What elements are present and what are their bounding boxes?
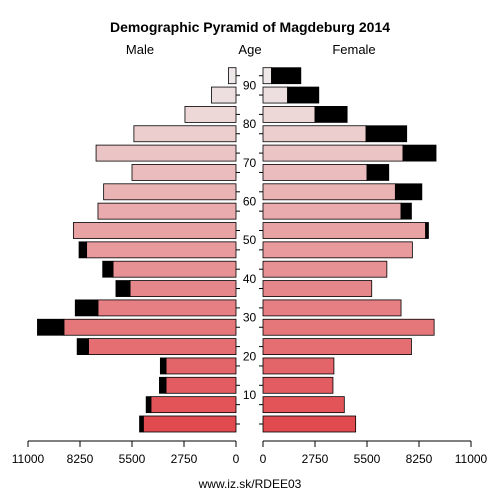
axes: 11000 8250 5500 2750 0 0 2750 5500 8250 11000 10 20… <box>12 75 488 466</box>
female-bar-30-34 <box>262 299 402 317</box>
age-tick-label: 10 <box>243 388 257 402</box>
male-bar-55-59 <box>97 202 237 220</box>
female-bar-90+ <box>262 67 272 85</box>
male-bar-15-19 <box>165 357 237 375</box>
female-bar-65-69 <box>262 164 368 181</box>
female-excess-bar-70-74 <box>402 144 437 162</box>
male-bars <box>37 67 237 433</box>
age-tick-label: 40 <box>243 272 257 286</box>
chart-title: Demographic Pyramid of Magdeburg 2014 <box>110 19 390 35</box>
female-excess-bar-90+ <box>271 67 302 85</box>
female-excess-bar-60-64 <box>394 183 423 201</box>
male-excess-bar-40-44 <box>102 260 114 278</box>
male-bar-20-24 <box>88 338 237 356</box>
female-excess-bar-50-54 <box>425 222 429 239</box>
female-x-tick-label: 8250 <box>406 452 433 466</box>
male-excess-bar-35-39 <box>115 280 131 297</box>
male-x-tick-label: 11000 <box>12 452 45 466</box>
male-excess-bar-45-49 <box>78 241 88 259</box>
male-bar-30-34 <box>97 299 237 317</box>
age-tick-label: 90 <box>243 78 257 92</box>
female-x-tick-label: 11000 <box>455 452 488 466</box>
male-bar-25-29 <box>63 318 237 336</box>
male-excess-bar-10-14 <box>159 376 167 394</box>
age-tick-label: 20 <box>243 349 257 363</box>
female-bar-80-84 <box>262 106 316 123</box>
female-bar-25-29 <box>262 318 435 336</box>
male-bar-0-4 <box>142 415 237 433</box>
male-excess-bar-20-24 <box>76 338 89 356</box>
female-excess-bar-65-69 <box>366 164 390 181</box>
female-bar-40-44 <box>262 260 388 278</box>
female-excess-bar-55-59 <box>400 202 412 220</box>
female-bar-60-64 <box>262 183 396 201</box>
male-excess-bar-30-34 <box>74 299 99 317</box>
female-bar-50-54 <box>262 222 427 239</box>
female-bar-20-24 <box>262 338 412 356</box>
male-bar-90+ <box>228 67 237 85</box>
female-excess-bar-85-89 <box>287 86 320 104</box>
female-x-tick-label: 2750 <box>302 452 329 466</box>
female-bar-10-14 <box>262 376 334 394</box>
age-tick-label: 50 <box>243 233 257 247</box>
male-x-tick-label: 2750 <box>171 452 198 466</box>
male-bar-50-54 <box>72 222 237 239</box>
female-excess-bar-75-79 <box>365 125 408 143</box>
male-x-tick-label: 0 <box>233 452 240 466</box>
female-bar-35-39 <box>262 280 373 297</box>
male-bar-40-44 <box>112 260 237 278</box>
age-tick-label: 30 <box>243 311 257 325</box>
female-bar-45-49 <box>262 241 413 259</box>
female-bar-75-79 <box>262 125 367 143</box>
female-bar-15-19 <box>262 357 335 375</box>
female-bar-55-59 <box>262 202 402 220</box>
male-bar-60-64 <box>103 183 237 201</box>
female-bar-0-4 <box>262 415 357 433</box>
male-x-tick-label: 8250 <box>67 452 94 466</box>
age-tick-label: 80 <box>243 117 257 131</box>
female-bar-5-9 <box>262 396 345 414</box>
male-excess-bar-15-19 <box>159 357 167 375</box>
male-label: Male <box>126 42 154 57</box>
male-x-tick-label: 5500 <box>119 452 146 466</box>
age-tick-label: 70 <box>243 156 257 170</box>
male-excess-bar-5-9 <box>145 396 152 414</box>
male-bar-75-79 <box>133 125 237 143</box>
male-bar-70-74 <box>95 144 237 162</box>
male-bar-45-49 <box>86 241 237 259</box>
female-bar-70-74 <box>262 144 404 162</box>
female-excess-bar-80-84 <box>314 106 348 123</box>
female-bar-85-89 <box>262 86 288 104</box>
male-bar-5-9 <box>150 396 237 414</box>
female-bars <box>262 67 437 433</box>
female-x-tick-label: 0 <box>260 452 267 466</box>
male-excess-bar-25-29 <box>37 318 65 336</box>
male-bar-65-69 <box>131 164 237 181</box>
female-label: Female <box>332 42 375 57</box>
male-bar-10-14 <box>165 376 237 394</box>
age-label: Age <box>238 42 261 57</box>
source-label: www.iz.sk/RDEE03 <box>198 477 302 491</box>
female-x-tick-label: 5500 <box>354 452 381 466</box>
male-bar-80-84 <box>184 106 237 123</box>
age-tick-label: 60 <box>243 194 257 208</box>
male-bar-85-89 <box>211 86 237 104</box>
male-bar-35-39 <box>129 280 237 297</box>
male-excess-bar-0-4 <box>139 415 144 433</box>
